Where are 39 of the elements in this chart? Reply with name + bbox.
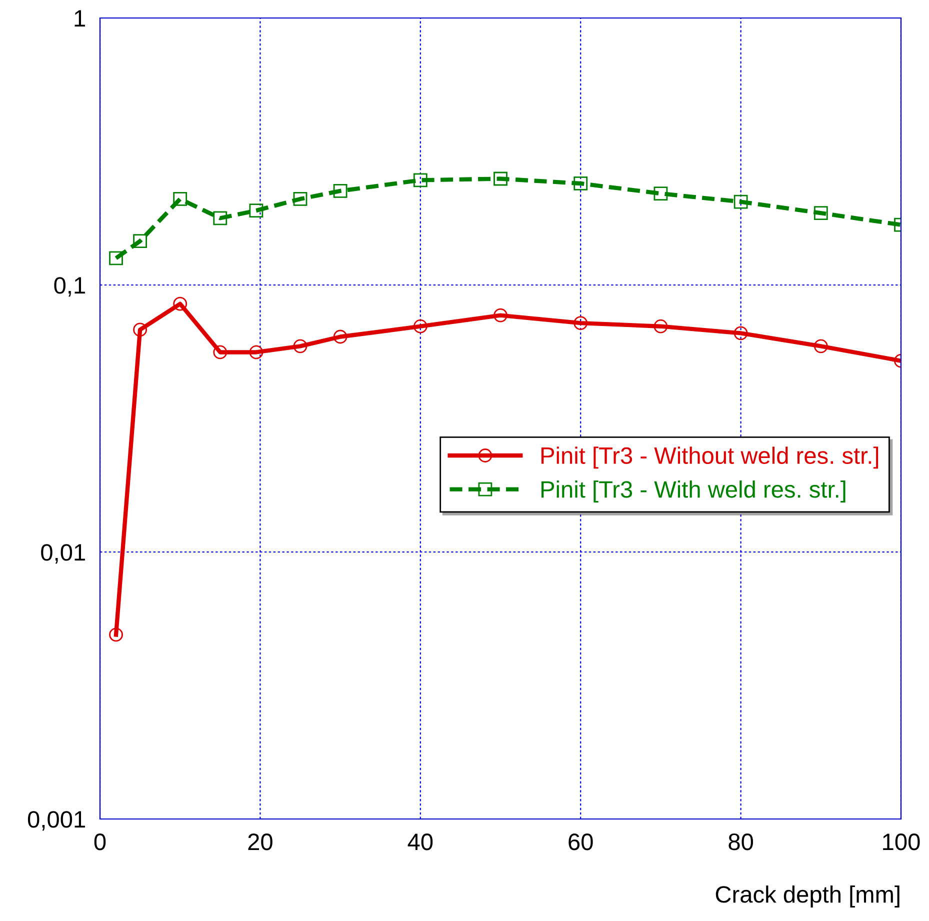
x-tick-label: 80 [728, 834, 754, 850]
point [413, 173, 428, 188]
point [133, 234, 147, 248]
point [734, 326, 748, 340]
x-tick-label: 100 [883, 834, 920, 850]
y-tick-label: 1 [74, 10, 85, 27]
point [333, 184, 348, 198]
x-axis-title: Crack depth [mm] [716, 885, 900, 908]
y-tick-label: 0,001 [28, 811, 85, 831]
point [494, 308, 508, 322]
legend-label: Pinit [Tr3 - With weld res. str.] [541, 480, 846, 502]
point [109, 251, 123, 266]
legend-label: Pinit [Tr3 - Without weld res. str.] [541, 446, 878, 469]
point [494, 172, 508, 186]
point [133, 322, 147, 337]
point [574, 176, 588, 190]
point [213, 345, 228, 360]
point [814, 339, 828, 354]
point [654, 186, 668, 201]
x-tick-label: 60 [568, 834, 593, 850]
point [173, 296, 188, 311]
point [574, 316, 588, 330]
point [293, 339, 308, 354]
y-tick-label: 0,1 [54, 277, 85, 297]
point [249, 345, 264, 360]
point [333, 330, 348, 344]
point [814, 206, 828, 220]
point [654, 319, 668, 334]
x-tick-label: 40 [408, 834, 433, 850]
point [293, 192, 308, 206]
point [173, 192, 188, 206]
point [109, 628, 123, 642]
point [413, 319, 428, 334]
point [213, 211, 228, 226]
y-tick-label: 0,01 [41, 544, 85, 564]
x-tick-label: 20 [248, 834, 272, 850]
x-tick-label: 0 [94, 834, 106, 850]
point [249, 204, 264, 218]
point [734, 194, 748, 209]
